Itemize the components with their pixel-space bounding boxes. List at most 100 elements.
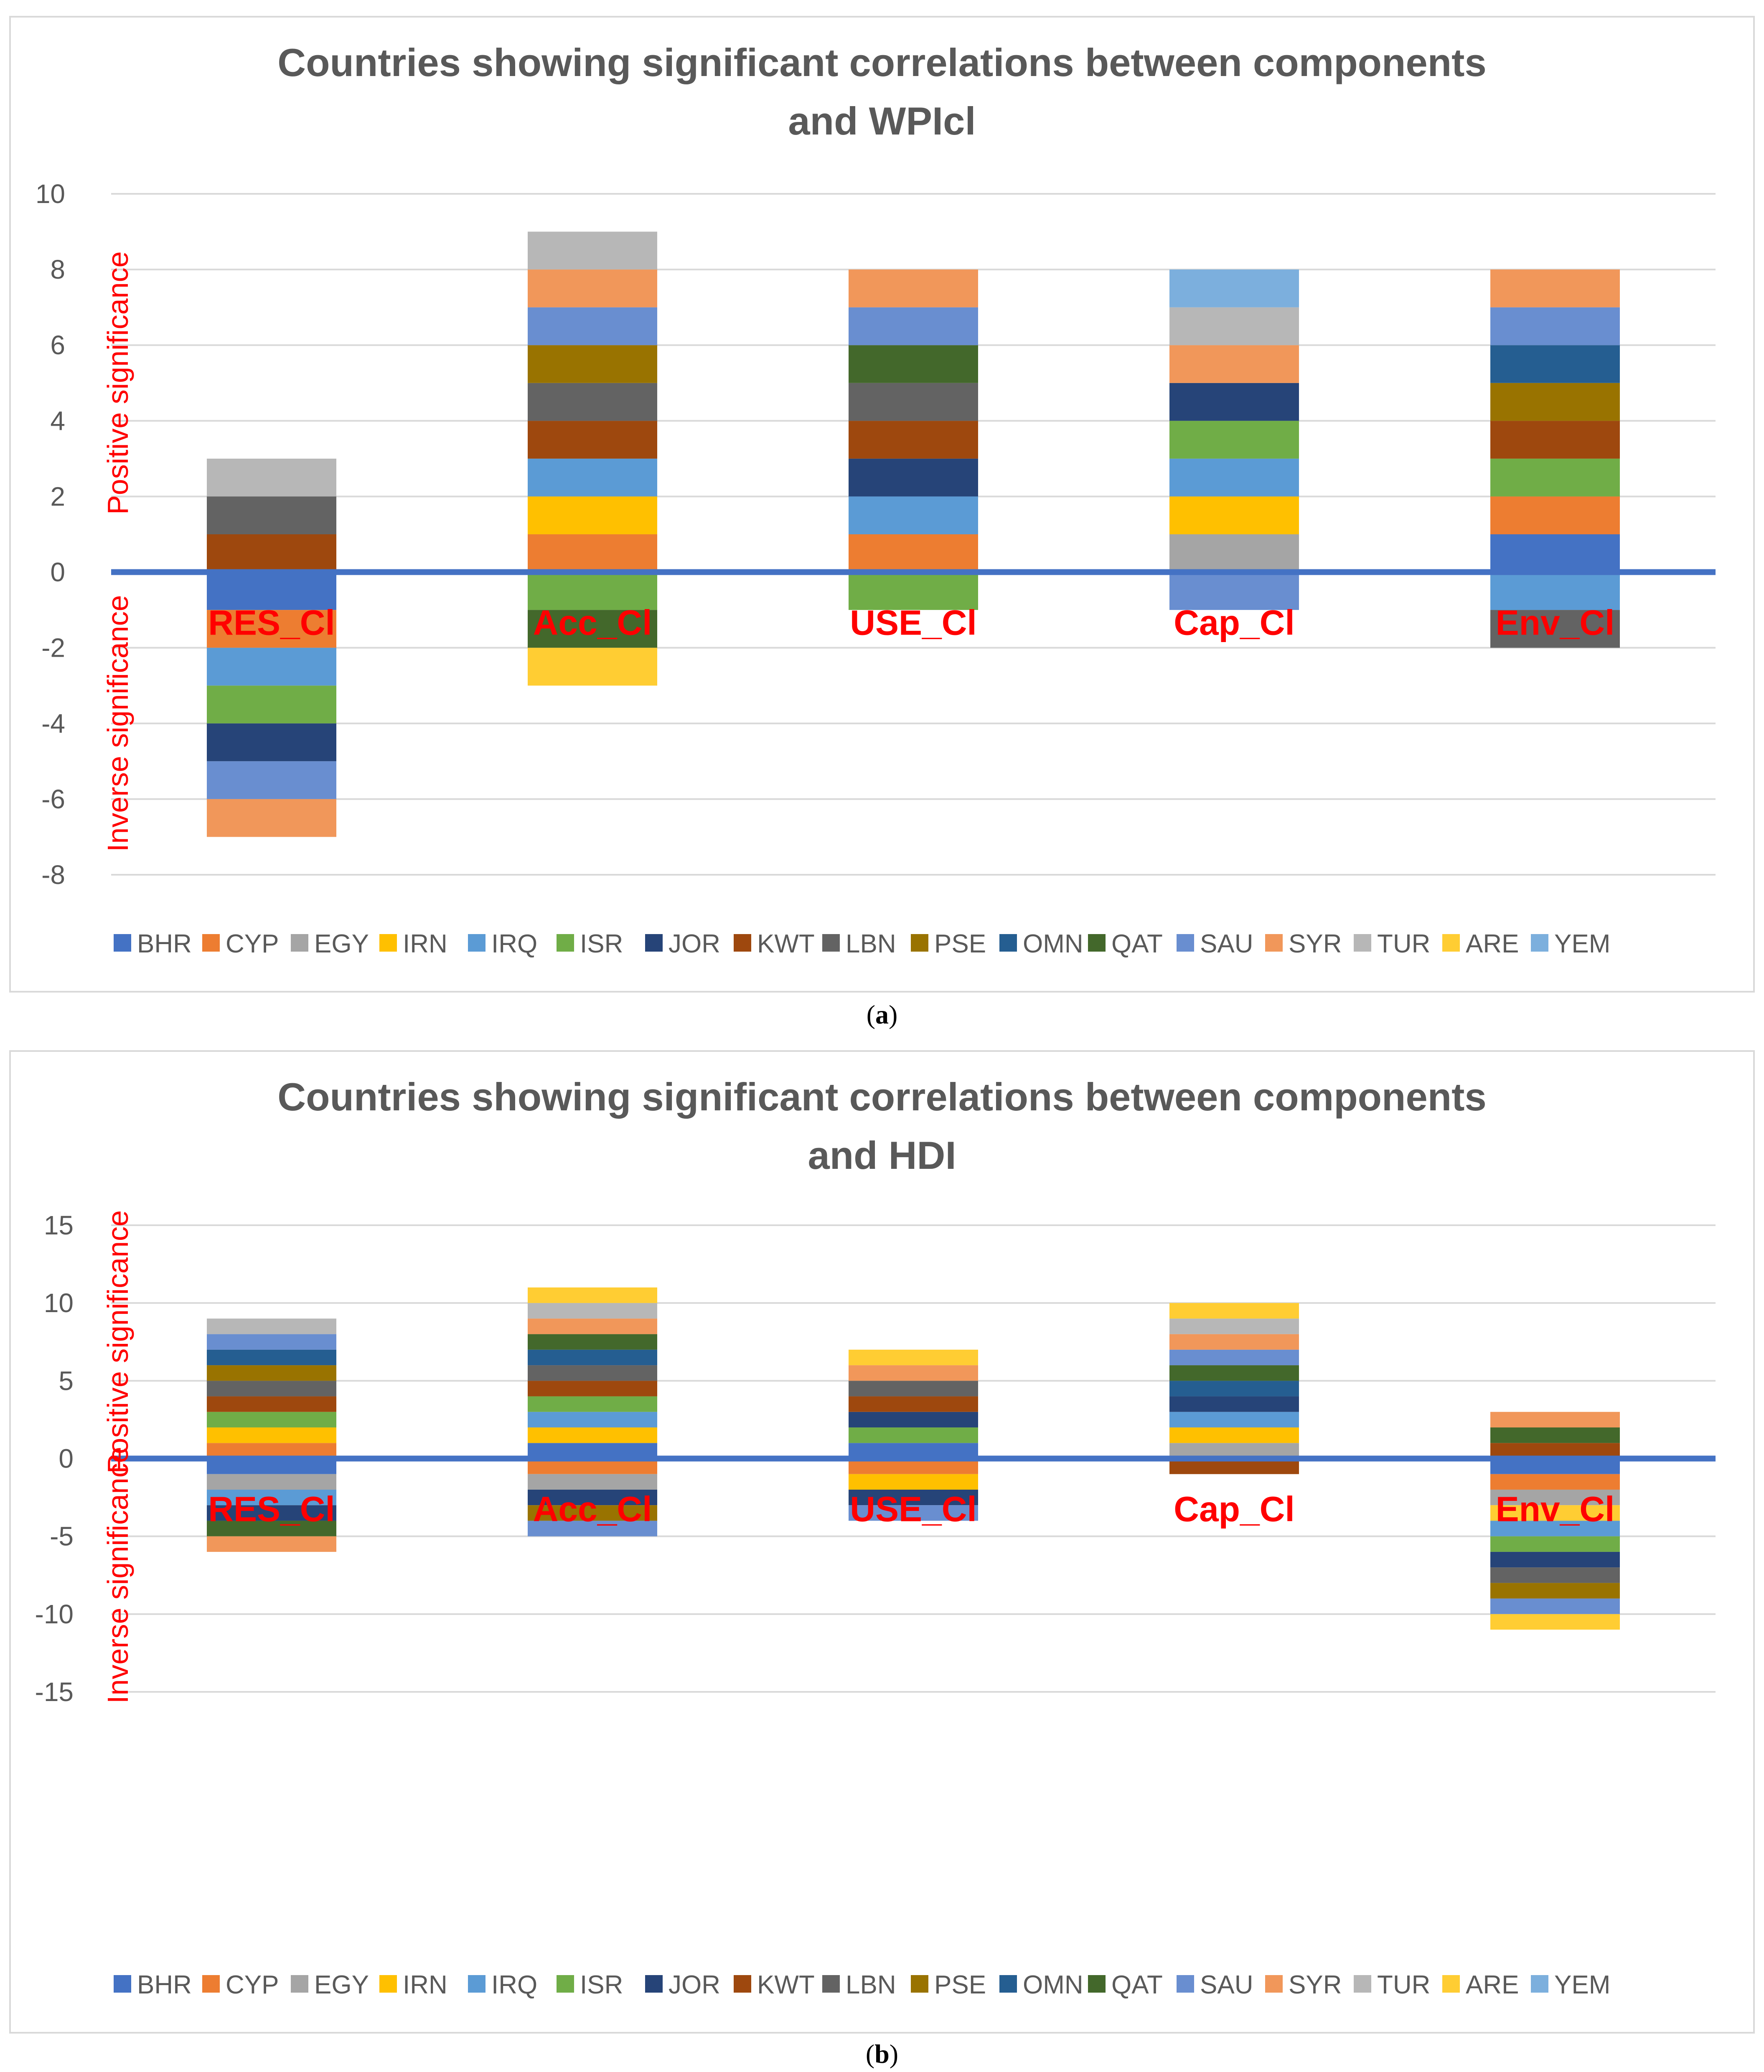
bar-segment-Env_Cl-pos-ISR	[1490, 458, 1620, 497]
bar-segment-Env_Cl-pos-SYR	[1490, 269, 1620, 307]
bar-segment-Cap_Cl-pos-IRQ	[1169, 458, 1299, 497]
bar-segment-Acc_Cl-pos-LBN	[528, 1365, 657, 1381]
legend-swatch-LBN	[822, 934, 840, 952]
bar-segment-Env_Cl-neg-JOR	[1490, 1551, 1620, 1568]
bar-segment-Cap_Cl-pos-SYR	[1169, 345, 1299, 383]
y-tick-label: -6	[41, 784, 65, 814]
bar-segment-Acc_Cl-pos-OMN	[528, 1349, 657, 1366]
bar-segment-Cap_Cl-pos-ISR	[1169, 421, 1299, 459]
bar-segment-USE_Cl-pos-ARE	[849, 1349, 978, 1366]
bar-segment-RES_Cl-pos-KWT	[207, 1396, 336, 1412]
legend-label-IRN: IRN	[403, 1970, 447, 1999]
legend-label-QAT: QAT	[1111, 929, 1163, 958]
bar-segment-Acc_Cl-pos-PSE	[528, 345, 657, 383]
caption-a-open: (	[866, 1000, 875, 1029]
positive-significance-label: Positive significance	[102, 1210, 134, 1473]
legend-swatch-EGY	[291, 1975, 308, 1993]
bar-segment-RES_Cl-neg-ISR	[207, 686, 336, 724]
bar-segment-Acc_Cl-pos-ISR	[528, 1396, 657, 1412]
caption-b-close: )	[889, 2039, 899, 2069]
category-label: RES_Cl	[208, 1490, 335, 1529]
legend-swatch-SAU	[1177, 1975, 1194, 1993]
legend-label-ARE: ARE	[1466, 1970, 1519, 1999]
bar-segment-RES_Cl-neg-IRQ	[207, 648, 336, 686]
legend-swatch-LBN	[822, 1975, 840, 1993]
bar-segment-Acc_Cl-pos-IRQ	[528, 1412, 657, 1428]
bar-segment-Acc_Cl-pos-LBN	[528, 383, 657, 421]
bar-segment-USE_Cl-pos-ISR	[849, 1427, 978, 1443]
category-label: Acc_Cl	[533, 603, 652, 642]
legend-label-SAU: SAU	[1200, 929, 1253, 958]
legend-label-IRN: IRN	[403, 929, 447, 958]
bar-segment-Cap_Cl-pos-QAT	[1169, 1365, 1299, 1381]
bar-segment-Acc_Cl-neg-QAT	[528, 610, 657, 648]
bar-segment-Env_Cl-neg-ARE	[1490, 1505, 1620, 1521]
y-tick-label: -2	[41, 633, 65, 663]
bar-segment-RES_Cl-neg-IRQ	[207, 1489, 336, 1506]
category-label: RES_Cl	[208, 603, 335, 642]
y-tick-label: -10	[35, 1599, 74, 1629]
legend-label-IRQ: IRQ	[491, 929, 537, 958]
legend-label-LBN: LBN	[846, 1970, 896, 1999]
bar-segment-Acc_Cl-pos-IRQ	[528, 458, 657, 497]
bar-segment-USE_Cl-neg-JOR	[849, 1489, 978, 1506]
legend-swatch-SYR	[1265, 934, 1283, 952]
chart-title-line: and WPIcl	[788, 99, 976, 143]
positive-significance-label: Positive significance	[102, 251, 134, 515]
legend-label-EGY: EGY	[314, 1970, 369, 1999]
bar-segment-Env_Cl-neg-CYP	[1490, 1474, 1620, 1490]
bar-segment-RES_Cl-pos-TUR	[207, 458, 336, 497]
legend-swatch-KWT	[734, 934, 751, 952]
legend-swatch-PSE	[911, 934, 928, 952]
caption-b-letter: b	[874, 2039, 890, 2069]
bar-segment-RES_Cl-neg-SYR	[207, 1536, 336, 1552]
bar-segment-RES_Cl-neg-CYP	[207, 610, 336, 648]
legend-label-JOR: JOR	[668, 929, 720, 958]
bar-segment-Env_Cl-neg-IRQ	[1490, 1521, 1620, 1536]
bar-segment-Env_Cl-pos-CYP	[1490, 496, 1620, 534]
legend-label-SAU: SAU	[1200, 1970, 1253, 1999]
legend-swatch-CYP	[202, 1975, 220, 1993]
bar-segment-Env_Cl-pos-OMN	[1490, 345, 1620, 383]
bar-segment-USE_Cl-neg-ISR	[849, 572, 978, 610]
chart-title-line: Countries showing significant correlatio…	[277, 1075, 1486, 1119]
bar-segment-USE_Cl-neg-IRN	[849, 1474, 978, 1490]
bar-segment-Env_Cl-pos-PSE	[1490, 383, 1620, 421]
bar-segment-RES_Cl-neg-BHR	[207, 572, 336, 610]
bar-segment-USE_Cl-neg-SAU	[849, 1505, 978, 1521]
bar-segment-RES_Cl-neg-EGY	[207, 1474, 336, 1490]
bar-segment-RES_Cl-pos-PSE	[207, 1365, 336, 1381]
category-label: Cap_Cl	[1174, 1490, 1294, 1529]
bar-segment-Env_Cl-neg-SAU	[1490, 1598, 1620, 1614]
y-tick-label: -5	[50, 1521, 74, 1551]
bar-segment-Env_Cl-neg-ARE	[1490, 1614, 1620, 1630]
bar-segment-Acc_Cl-pos-SYR	[528, 1318, 657, 1334]
bar-segment-Env_Cl-neg-EGY	[1490, 1489, 1620, 1506]
bar-segment-Acc_Cl-pos-TUR	[528, 1303, 657, 1319]
bar-segment-RES_Cl-pos-SAU	[207, 1334, 336, 1350]
y-tick-label: 6	[50, 330, 65, 360]
bar-segment-Env_Cl-pos-SAU	[1490, 307, 1620, 345]
legend-swatch-QAT	[1088, 934, 1106, 952]
legend-swatch-EGY	[291, 934, 308, 952]
caption-a: (a)	[0, 999, 1764, 1030]
legend-label-KWT: KWT	[757, 929, 815, 958]
bar-segment-Acc_Cl-pos-IRN	[528, 1427, 657, 1443]
legend-label-CYP: CYP	[226, 929, 279, 958]
bar-segment-Env_Cl-neg-LBN	[1490, 610, 1620, 648]
bar-segment-RES_Cl-neg-QAT	[207, 1521, 336, 1536]
caption-b: (b)	[0, 2039, 1764, 2069]
bar-segment-Cap_Cl-pos-ARE	[1169, 1303, 1299, 1319]
legend-label-IRQ: IRQ	[491, 1970, 537, 1999]
chart-title-line: and HDI	[808, 1133, 956, 1177]
legend-label-SYR: SYR	[1289, 1970, 1342, 1999]
bar-segment-Cap_Cl-pos-SAU	[1169, 1349, 1299, 1366]
bar-segment-USE_Cl-pos-KWT	[849, 1396, 978, 1412]
legend-label-KWT: KWT	[757, 1970, 815, 1999]
legend-label-PSE: PSE	[934, 929, 986, 958]
bar-segment-Acc_Cl-neg-PSE	[528, 1505, 657, 1521]
legend-swatch-CYP	[202, 934, 220, 952]
chart-title-line: Countries showing significant correlatio…	[277, 41, 1486, 84]
y-tick-label: -8	[41, 860, 65, 890]
bar-segment-Env_Cl-pos-KWT	[1490, 421, 1620, 459]
